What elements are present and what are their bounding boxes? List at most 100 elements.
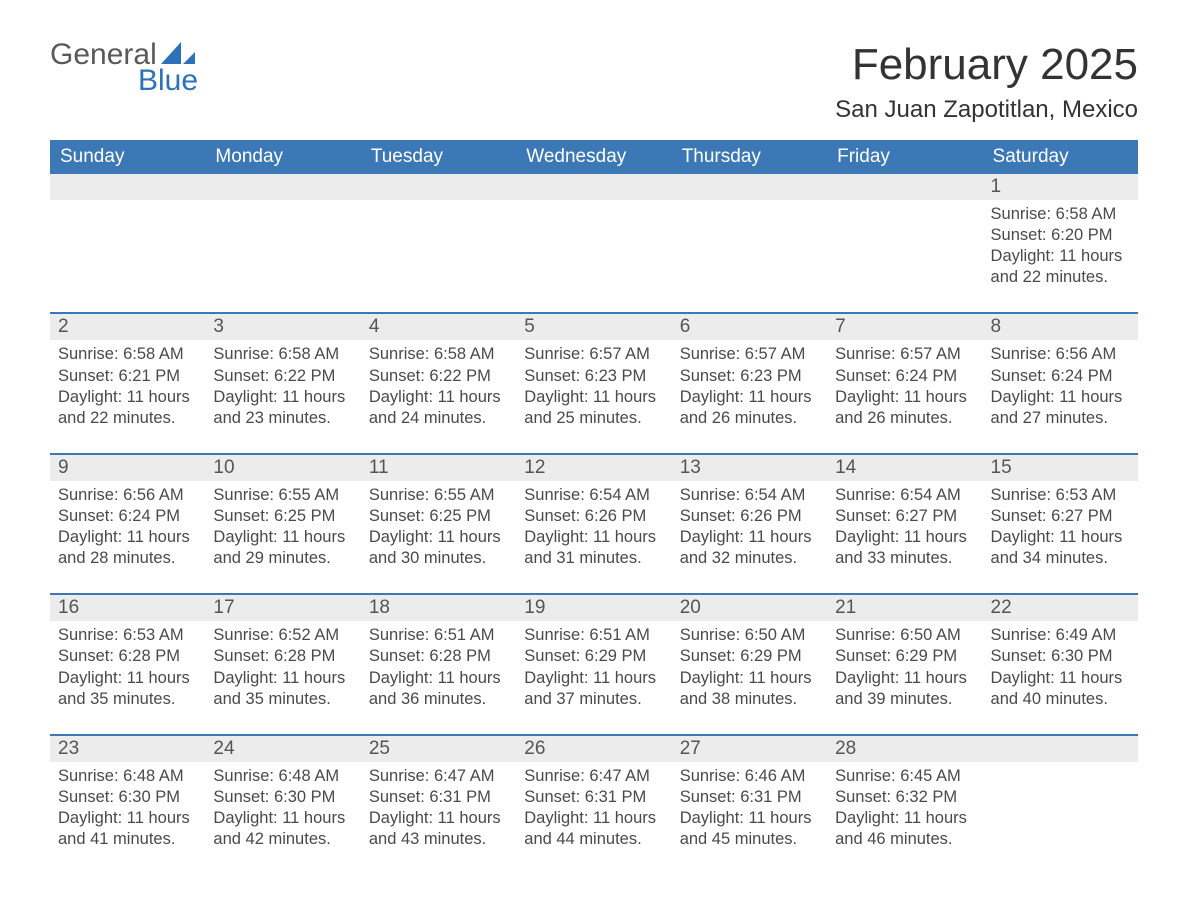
day-number: 9	[50, 455, 205, 481]
day-details: Sunrise: 6:54 AMSunset: 6:27 PMDaylight:…	[827, 481, 982, 569]
day-details: Sunrise: 6:55 AMSunset: 6:25 PMDaylight:…	[205, 481, 360, 569]
day-number: 24	[205, 736, 360, 762]
day-number: 17	[205, 595, 360, 621]
daylight-text: Daylight: 11 hours and 33 minutes.	[835, 527, 974, 569]
day-cell: 9Sunrise: 6:56 AMSunset: 6:24 PMDaylight…	[50, 455, 205, 594]
daylight-text: Daylight: 11 hours and 37 minutes.	[524, 668, 663, 710]
day-details: Sunrise: 6:48 AMSunset: 6:30 PMDaylight:…	[50, 762, 205, 850]
daylight-text: Daylight: 11 hours and 29 minutes.	[213, 527, 352, 569]
day-number: 26	[516, 736, 671, 762]
week-row: 9Sunrise: 6:56 AMSunset: 6:24 PMDaylight…	[50, 455, 1138, 594]
day-cell: 10Sunrise: 6:55 AMSunset: 6:25 PMDayligh…	[205, 455, 360, 594]
daylight-text: Daylight: 11 hours and 22 minutes.	[991, 246, 1130, 288]
day-details: Sunrise: 6:46 AMSunset: 6:31 PMDaylight:…	[672, 762, 827, 850]
day-number: 1	[983, 174, 1138, 200]
daylight-text: Daylight: 11 hours and 35 minutes.	[213, 668, 352, 710]
day-number: 15	[983, 455, 1138, 481]
week-row: 1Sunrise: 6:58 AMSunset: 6:20 PMDaylight…	[50, 174, 1138, 313]
logo: General Blue	[50, 40, 198, 96]
day-details: Sunrise: 6:56 AMSunset: 6:24 PMDaylight:…	[983, 340, 1138, 428]
day-number	[827, 174, 982, 200]
day-cell	[50, 174, 205, 313]
day-details: Sunrise: 6:47 AMSunset: 6:31 PMDaylight:…	[516, 762, 671, 850]
sunset-text: Sunset: 6:22 PM	[213, 366, 352, 387]
daylight-text: Daylight: 11 hours and 26 minutes.	[835, 387, 974, 429]
sunrise-text: Sunrise: 6:58 AM	[369, 344, 508, 365]
daylight-text: Daylight: 11 hours and 23 minutes.	[213, 387, 352, 429]
day-cell: 12Sunrise: 6:54 AMSunset: 6:26 PMDayligh…	[516, 455, 671, 594]
daylight-text: Daylight: 11 hours and 34 minutes.	[991, 527, 1130, 569]
daylight-text: Daylight: 11 hours and 24 minutes.	[369, 387, 508, 429]
day-details: Sunrise: 6:49 AMSunset: 6:30 PMDaylight:…	[983, 621, 1138, 709]
day-details: Sunrise: 6:53 AMSunset: 6:27 PMDaylight:…	[983, 481, 1138, 569]
day-number: 13	[672, 455, 827, 481]
day-cell: 20Sunrise: 6:50 AMSunset: 6:29 PMDayligh…	[672, 595, 827, 734]
sunset-text: Sunset: 6:26 PM	[680, 506, 819, 527]
sunrise-text: Sunrise: 6:47 AM	[524, 766, 663, 787]
sunset-text: Sunset: 6:23 PM	[680, 366, 819, 387]
day-cell: 28Sunrise: 6:45 AMSunset: 6:32 PMDayligh…	[827, 736, 982, 874]
day-cell	[827, 174, 982, 313]
daylight-text: Daylight: 11 hours and 28 minutes.	[58, 527, 197, 569]
sunrise-text: Sunrise: 6:57 AM	[835, 344, 974, 365]
day-number: 11	[361, 455, 516, 481]
sunset-text: Sunset: 6:24 PM	[991, 366, 1130, 387]
sunset-text: Sunset: 6:26 PM	[524, 506, 663, 527]
day-number	[983, 736, 1138, 762]
daylight-text: Daylight: 11 hours and 46 minutes.	[835, 808, 974, 850]
sunset-text: Sunset: 6:30 PM	[58, 787, 197, 808]
sunrise-text: Sunrise: 6:46 AM	[680, 766, 819, 787]
day-number: 22	[983, 595, 1138, 621]
day-of-week-header: Thursday	[672, 140, 827, 174]
day-cell: 23Sunrise: 6:48 AMSunset: 6:30 PMDayligh…	[50, 736, 205, 874]
daylight-text: Daylight: 11 hours and 41 minutes.	[58, 808, 197, 850]
week-row: 23Sunrise: 6:48 AMSunset: 6:30 PMDayligh…	[50, 736, 1138, 874]
sunset-text: Sunset: 6:28 PM	[58, 646, 197, 667]
sunrise-text: Sunrise: 6:54 AM	[680, 485, 819, 506]
day-cell: 4Sunrise: 6:58 AMSunset: 6:22 PMDaylight…	[361, 314, 516, 453]
day-number	[50, 174, 205, 200]
daylight-text: Daylight: 11 hours and 44 minutes.	[524, 808, 663, 850]
daylight-text: Daylight: 11 hours and 27 minutes.	[991, 387, 1130, 429]
sunrise-text: Sunrise: 6:56 AM	[991, 344, 1130, 365]
day-of-week-header: Saturday	[983, 140, 1138, 174]
day-of-week-header: Sunday	[50, 140, 205, 174]
daylight-text: Daylight: 11 hours and 36 minutes.	[369, 668, 508, 710]
day-number: 5	[516, 314, 671, 340]
logo-text-blue: Blue	[138, 66, 198, 96]
day-cell: 8Sunrise: 6:56 AMSunset: 6:24 PMDaylight…	[983, 314, 1138, 453]
day-cell: 26Sunrise: 6:47 AMSunset: 6:31 PMDayligh…	[516, 736, 671, 874]
sunrise-text: Sunrise: 6:56 AM	[58, 485, 197, 506]
day-cell: 14Sunrise: 6:54 AMSunset: 6:27 PMDayligh…	[827, 455, 982, 594]
sunrise-text: Sunrise: 6:55 AM	[369, 485, 508, 506]
day-cell: 22Sunrise: 6:49 AMSunset: 6:30 PMDayligh…	[983, 595, 1138, 734]
day-number	[672, 174, 827, 200]
day-cell	[983, 736, 1138, 874]
day-number	[205, 174, 360, 200]
day-details: Sunrise: 6:50 AMSunset: 6:29 PMDaylight:…	[827, 621, 982, 709]
day-cell: 19Sunrise: 6:51 AMSunset: 6:29 PMDayligh…	[516, 595, 671, 734]
sunrise-text: Sunrise: 6:57 AM	[524, 344, 663, 365]
sunset-text: Sunset: 6:29 PM	[680, 646, 819, 667]
day-number: 19	[516, 595, 671, 621]
day-number	[516, 174, 671, 200]
sunset-text: Sunset: 6:23 PM	[524, 366, 663, 387]
sunset-text: Sunset: 6:27 PM	[991, 506, 1130, 527]
day-details: Sunrise: 6:58 AMSunset: 6:22 PMDaylight:…	[361, 340, 516, 428]
day-number: 8	[983, 314, 1138, 340]
day-cell: 15Sunrise: 6:53 AMSunset: 6:27 PMDayligh…	[983, 455, 1138, 594]
sunset-text: Sunset: 6:22 PM	[369, 366, 508, 387]
daylight-text: Daylight: 11 hours and 31 minutes.	[524, 527, 663, 569]
sunrise-text: Sunrise: 6:51 AM	[369, 625, 508, 646]
day-details: Sunrise: 6:54 AMSunset: 6:26 PMDaylight:…	[672, 481, 827, 569]
day-number: 21	[827, 595, 982, 621]
sunrise-text: Sunrise: 6:57 AM	[680, 344, 819, 365]
daylight-text: Daylight: 11 hours and 39 minutes.	[835, 668, 974, 710]
day-cell: 16Sunrise: 6:53 AMSunset: 6:28 PMDayligh…	[50, 595, 205, 734]
day-details: Sunrise: 6:57 AMSunset: 6:23 PMDaylight:…	[672, 340, 827, 428]
sunset-text: Sunset: 6:30 PM	[213, 787, 352, 808]
daylight-text: Daylight: 11 hours and 45 minutes.	[680, 808, 819, 850]
day-of-week-header: Wednesday	[516, 140, 671, 174]
day-details: Sunrise: 6:57 AMSunset: 6:24 PMDaylight:…	[827, 340, 982, 428]
day-number: 10	[205, 455, 360, 481]
